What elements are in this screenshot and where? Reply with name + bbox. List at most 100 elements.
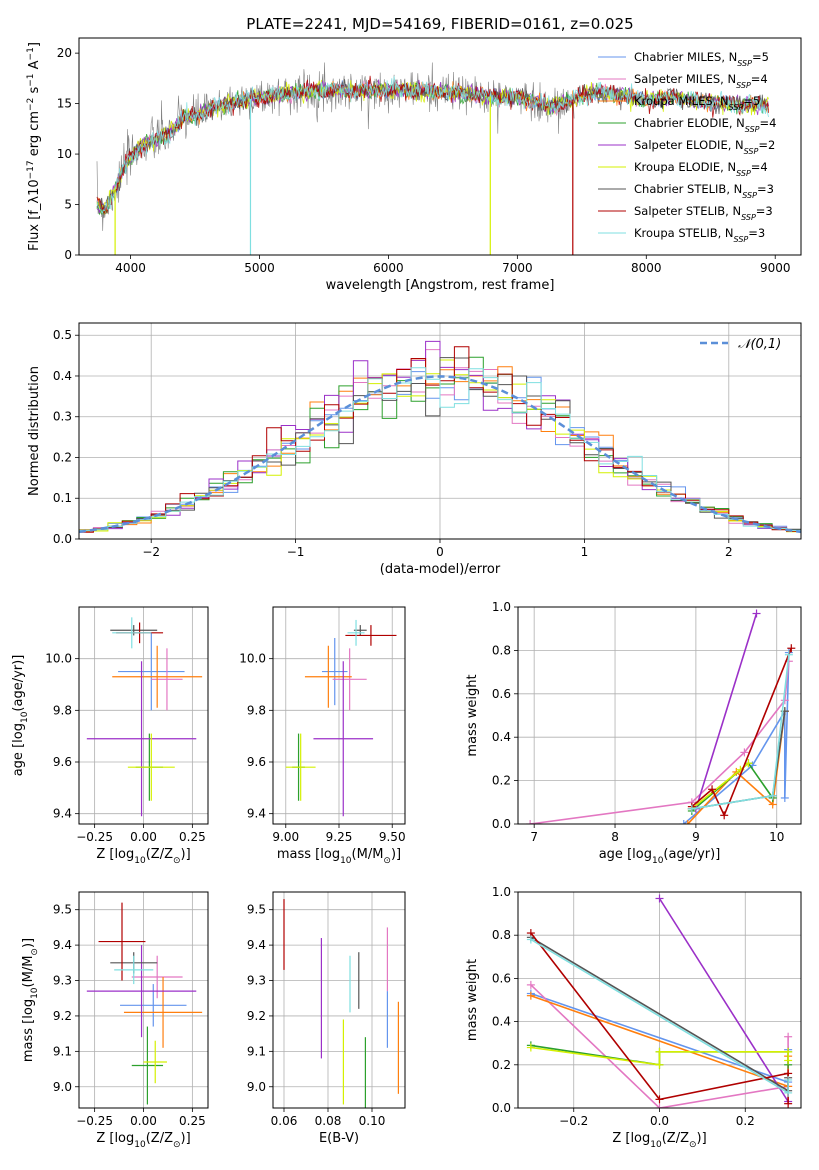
x-tick-label: 9000 — [760, 261, 791, 275]
x-axis-label: Z [log10(Z/Z⊙)] — [96, 847, 190, 866]
y-tick-label: 0.0 — [492, 1101, 511, 1115]
legend-label: Kroupa MILES, NSSP=5 — [634, 94, 760, 112]
weight-line — [658, 898, 789, 1102]
errorbars-age_vs_Z — [86, 617, 203, 817]
x-tick-label: −0.25 — [76, 830, 113, 844]
y-axis-label: mass [log10(M/M⊙)] — [21, 938, 40, 1062]
y-tick-label: 9.1 — [247, 1044, 266, 1058]
x-tick-label: −2 — [142, 545, 160, 559]
y-tick-label: 0.0 — [492, 817, 511, 831]
x-tick-label: 9.00 — [272, 830, 299, 844]
x-tick-label: 7000 — [502, 261, 533, 275]
x-tick-label: 6000 — [373, 261, 404, 275]
y-tick-label: 0.2 — [53, 450, 72, 464]
x-tick-label: 0.25 — [179, 1114, 206, 1128]
y-axis-label: mass weight — [465, 959, 480, 1041]
y-tick-label: 15 — [57, 97, 72, 111]
x-tick-label: 0.10 — [359, 1114, 386, 1128]
x-tick-label: 9.25 — [326, 830, 353, 844]
y-tick-label: 0 — [64, 248, 72, 262]
y-tick-label: 5 — [64, 198, 72, 212]
axes-residuals: −2 −1 0 1 2 0.0 0.1 0.2 0.3 0.4 0.5 (data-model)/er… — [27, 322, 802, 577]
x-tick-label: −1 — [287, 545, 305, 559]
y-tick-label: 0.3 — [53, 410, 72, 424]
legend-label: Salpeter STELIB, NSSP=3 — [634, 204, 773, 222]
x-axis-label: age [log10(age/yr)] — [599, 847, 721, 866]
spectrum-model-line — [96, 75, 769, 214]
histogram-step — [79, 367, 801, 533]
y-tick-label: 9.8 — [53, 703, 72, 717]
axes-frame — [272, 891, 406, 1109]
axes-age_vs_Z: −0.25 0.00 0.25 9.4 9.6 9.8 10.0 Z [log10(Z/Z⊙)… — [11, 606, 209, 866]
y-tick-label: 1.0 — [492, 885, 511, 899]
axes-frame — [517, 891, 802, 1109]
weight-line — [695, 613, 758, 810]
x-tick-label: 8000 — [631, 261, 662, 275]
legend-label: 𝒩(0,1) — [738, 337, 781, 352]
normal-curve — [79, 375, 801, 534]
y-tick-label: 9.5 — [53, 903, 72, 917]
y-tick-label: 9.2 — [247, 1009, 266, 1023]
y-tick-label: 9.5 — [247, 903, 266, 917]
axes-frame — [78, 322, 802, 540]
axes-age_vs_mass: 9.00 9.25 9.50 9.4 9.6 9.8 10.0 mass [log10(M/M… — [239, 606, 406, 866]
x-tick-label: 0.06 — [271, 1114, 298, 1128]
axes-spectrum: 4000 5000 6000 7000 8000 9000 0 5 10 15 20 waveleng… — [26, 37, 802, 293]
y-tick-label: 0.0 — [53, 532, 72, 546]
x-tick-label: 0.25 — [179, 830, 206, 844]
weight-lines-weight_vs_age — [526, 609, 796, 824]
y-tick-label: 9.4 — [53, 938, 72, 952]
y-tick-label: 9.1 — [53, 1044, 72, 1058]
legend-label: Chabrier STELIB, NSSP=3 — [634, 182, 774, 200]
y-tick-label: 9.2 — [53, 1009, 72, 1023]
y-axis-label: Normed distribution — [27, 366, 42, 496]
x-tick-label: 4000 — [115, 261, 146, 275]
figure-title: PLATE=2241, MJD=54169, FIBERID=0161, z=0… — [246, 15, 633, 33]
y-axis-label: age [log10(age/yr)] — [11, 655, 30, 777]
axes-weight_vs_Z: −0.2 0.0 0.2 0.0 0.2 0.4 0.6 0.8 1.0 Z [log10(Z/Z… — [465, 885, 802, 1150]
legend-label: Chabrier MILES, NSSP=5 — [634, 50, 769, 68]
y-tick-label: 0.4 — [492, 730, 511, 744]
y-tick-label: 9.0 — [53, 1080, 72, 1094]
y-tick-label: 9.3 — [247, 974, 266, 988]
x-tick-label: −0.25 — [76, 1114, 113, 1128]
y-tick-label: 9.4 — [247, 938, 266, 952]
x-tick-label: 0.0 — [650, 1114, 669, 1128]
x-tick-label: 0.00 — [130, 830, 157, 844]
x-axis-label: wavelength [Angstrom, rest frame] — [326, 278, 555, 293]
x-tick-label: 10 — [769, 830, 784, 844]
y-tick-label: 0.2 — [492, 774, 511, 788]
x-tick-label: −0.2 — [559, 1114, 588, 1128]
y-tick-label: 0.1 — [53, 491, 72, 505]
residual-histograms — [79, 340, 801, 535]
axes-frame — [78, 891, 209, 1109]
x-tick-label: 2 — [725, 545, 733, 559]
x-tick-label: 0.00 — [130, 1114, 157, 1128]
axes-weight_vs_age: 7 8 9 10 0.0 0.2 0.4 0.6 0.8 1.0 age [log10(age/yr… — [465, 600, 802, 866]
axes-frame — [272, 606, 406, 825]
x-tick-label: 0.08 — [315, 1114, 342, 1128]
x-axis-label: Z [log10(Z/Z⊙)] — [612, 1131, 706, 1150]
y-tick-label: 9.8 — [247, 703, 266, 717]
y-tick-label: 9.6 — [247, 755, 266, 769]
legend-label: Salpeter MILES, NSSP=4 — [634, 72, 768, 90]
axes-frame — [517, 606, 802, 825]
y-tick-label: 0.2 — [492, 1058, 511, 1072]
spectrum-legend: Chabrier MILES, NSSP=5 Salpeter MILES, NS… — [598, 50, 776, 244]
y-tick-label: 10.0 — [45, 652, 72, 666]
legend-label: Chabrier ELODIE, NSSP=4 — [634, 116, 776, 134]
x-tick-label: 0 — [436, 545, 444, 559]
legend-label: Salpeter ELODIE, NSSP=2 — [634, 138, 775, 156]
y-tick-label: 9.4 — [53, 807, 72, 821]
x-axis-label: (data-model)/error — [380, 562, 501, 577]
x-tick-label: 5000 — [244, 261, 275, 275]
x-tick-label: 9.50 — [379, 830, 406, 844]
x-tick-label: 8 — [611, 830, 619, 844]
y-tick-label: 0.8 — [492, 928, 511, 942]
x-tick-label: 1 — [581, 545, 589, 559]
axes-frame — [78, 606, 209, 825]
spectrum-lines — [96, 62, 769, 255]
weight-line — [691, 647, 793, 818]
y-tick-label: 0.5 — [53, 328, 72, 342]
